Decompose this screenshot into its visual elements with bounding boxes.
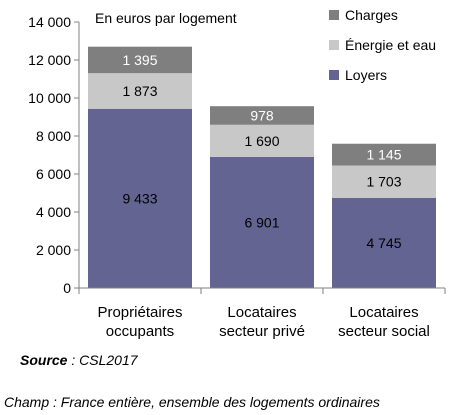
x-tick-label: occupants bbox=[106, 323, 174, 340]
scope-note: Champ : France entière, ensemble des log… bbox=[4, 394, 380, 410]
y-tick-label: 0 bbox=[63, 280, 71, 296]
bar-segment bbox=[332, 143, 436, 166]
data-label: 1 873 bbox=[122, 83, 157, 99]
source-label: Source bbox=[20, 352, 68, 368]
bar-segment bbox=[88, 73, 192, 109]
x-tick-label: Locataires bbox=[349, 304, 418, 321]
source-note: Source : CSL2017 bbox=[20, 352, 138, 368]
y-tick-label: 8 000 bbox=[36, 128, 71, 144]
legend-label: Loyers bbox=[345, 67, 387, 83]
y-tick-label: 14 000 bbox=[28, 14, 71, 30]
stacked-bar-chart: 9 433 1 873 1 395 6 901 1 690 978 4 745 1 703 1 … bbox=[28, 7, 446, 340]
bar-segment bbox=[88, 108, 192, 288]
bar-segment bbox=[88, 46, 192, 74]
legend-label: Énergie et eau bbox=[345, 37, 436, 53]
legend-swatch bbox=[329, 10, 339, 20]
data-label: 978 bbox=[250, 107, 274, 123]
y-tick-label: 12 000 bbox=[28, 52, 71, 68]
legend-swatch bbox=[329, 70, 339, 80]
data-label: 1 703 bbox=[366, 174, 401, 190]
legend-label: Charges bbox=[345, 7, 398, 23]
legend-swatch bbox=[329, 40, 339, 50]
data-label: 1 145 bbox=[366, 147, 401, 163]
y-tick-label: 4 000 bbox=[36, 204, 71, 220]
bar-segment bbox=[332, 165, 436, 198]
x-tick-label: Locataires bbox=[227, 304, 296, 321]
bar-segment bbox=[210, 106, 314, 125]
data-label: 1 690 bbox=[244, 133, 279, 149]
y-tick-label: 2 000 bbox=[36, 242, 71, 258]
data-label: 1 395 bbox=[122, 52, 157, 68]
data-label: 4 745 bbox=[366, 235, 401, 251]
bar-segment bbox=[332, 197, 436, 288]
data-label: 9 433 bbox=[122, 190, 157, 206]
y-tick-label: 10 000 bbox=[28, 90, 71, 106]
bar-segment bbox=[210, 124, 314, 157]
chart-title: En euros par logement bbox=[95, 10, 237, 26]
x-tick-label: secteur privé bbox=[219, 323, 305, 340]
x-tick-label: Propriétaires bbox=[97, 304, 182, 321]
y-tick-label: 6 000 bbox=[36, 166, 71, 182]
x-tick-label: secteur social bbox=[338, 323, 430, 340]
source-text: : CSL2017 bbox=[67, 352, 138, 368]
data-label: 6 901 bbox=[244, 214, 279, 230]
bar-segment bbox=[210, 156, 314, 288]
